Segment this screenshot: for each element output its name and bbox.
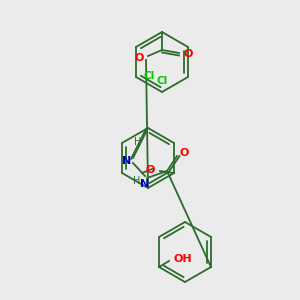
Text: O: O bbox=[146, 165, 155, 175]
Text: N: N bbox=[140, 179, 150, 189]
Text: O: O bbox=[180, 148, 189, 158]
Text: Cl: Cl bbox=[156, 76, 168, 86]
Text: O: O bbox=[135, 53, 144, 63]
Text: Cl: Cl bbox=[143, 71, 154, 81]
Text: H: H bbox=[134, 137, 142, 147]
Text: O: O bbox=[183, 49, 192, 59]
Text: OH: OH bbox=[173, 254, 192, 264]
Text: N: N bbox=[122, 156, 131, 166]
Text: H: H bbox=[133, 176, 141, 186]
